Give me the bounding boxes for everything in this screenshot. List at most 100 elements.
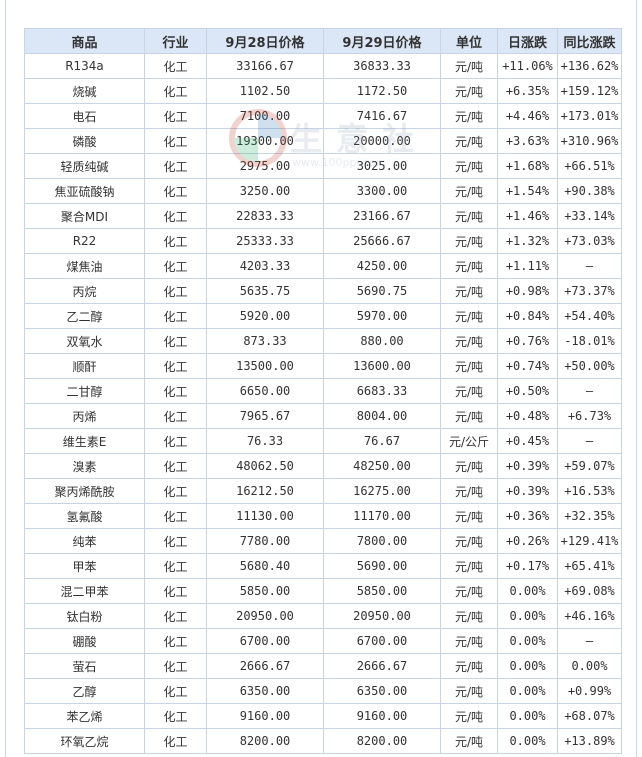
price-sep28-cell: 3250.00 xyxy=(206,178,324,204)
product-name-link[interactable]: R134a xyxy=(24,53,145,79)
price-sep29-cell: 7416.67 xyxy=(323,103,441,129)
product-name-link[interactable]: 甲苯 xyxy=(24,553,145,579)
header-unit: 单位 xyxy=(440,28,498,54)
yoy-change-cell: +65.41% xyxy=(557,553,622,579)
daily-change-cell: 0.00% xyxy=(497,578,558,604)
table-row: 轻质纯碱 化工 2975.00 3025.00 元/吨 +1.68% +66.51% xyxy=(24,153,622,179)
product-name-link[interactable]: 烧碱 xyxy=(24,78,145,104)
product-name-link[interactable]: 氢氟酸 xyxy=(24,503,145,529)
yoy-change-cell: +69.08% xyxy=(557,578,622,604)
yoy-change-cell: +90.38% xyxy=(557,178,622,204)
yoy-change-cell: +0.99% xyxy=(557,678,622,704)
table-row: R134a 化工 33166.67 36833.33 元/吨 +11.06% +136.62… xyxy=(24,53,622,79)
unit-cell: 元/吨 xyxy=(440,53,498,79)
price-sep28-cell: 20950.00 xyxy=(206,603,324,629)
table-row: 维生素E 化工 76.33 76.67 元/公斤 +0.45% — xyxy=(24,428,622,454)
price-sep29-cell: 20000.00 xyxy=(323,128,441,154)
product-name-link[interactable]: 苯乙烯 xyxy=(24,703,145,729)
product-name-link[interactable]: 维生素E xyxy=(24,428,145,454)
price-sep28-cell: 19300.00 xyxy=(206,128,324,154)
daily-change-cell: +1.54% xyxy=(497,178,558,204)
product-name-link[interactable]: 硼酸 xyxy=(24,628,145,654)
price-sep28-cell: 5920.00 xyxy=(206,303,324,329)
product-name-link[interactable]: 纯苯 xyxy=(24,528,145,554)
product-name-link[interactable]: 双氧水 xyxy=(24,328,145,354)
price-sep29-cell: 2666.67 xyxy=(323,653,441,679)
price-sep28-cell: 5850.00 xyxy=(206,578,324,604)
table-row: 聚丙烯酰胺 化工 16212.50 16275.00 元/吨 +0.39% +16.53% xyxy=(24,478,622,504)
unit-cell: 元/吨 xyxy=(440,353,498,379)
price-sep28-cell: 16212.50 xyxy=(206,478,324,504)
industry-cell: 化工 xyxy=(144,328,207,354)
industry-cell: 化工 xyxy=(144,653,207,679)
unit-cell: 元/吨 xyxy=(440,178,498,204)
industry-cell: 化工 xyxy=(144,453,207,479)
product-name-link[interactable]: 焦亚硫酸钠 xyxy=(24,178,145,204)
daily-change-cell: +1.11% xyxy=(497,253,558,279)
product-name-link[interactable]: 磷酸 xyxy=(24,128,145,154)
unit-cell: 元/吨 xyxy=(440,728,498,754)
product-name-link[interactable]: 二甘醇 xyxy=(24,378,145,404)
product-name-link[interactable]: 丙烷 xyxy=(24,278,145,304)
industry-cell: 化工 xyxy=(144,228,207,254)
industry-cell: 化工 xyxy=(144,528,207,554)
unit-cell: 元/吨 xyxy=(440,453,498,479)
table-row: 钛白粉 化工 20950.00 20950.00 元/吨 0.00% +46.16% xyxy=(24,603,622,629)
daily-change-cell: +3.63% xyxy=(497,128,558,154)
price-sep28-cell: 5635.75 xyxy=(206,278,324,304)
price-sep28-cell: 6350.00 xyxy=(206,678,324,704)
unit-cell: 元/吨 xyxy=(440,653,498,679)
price-sep28-cell: 7780.00 xyxy=(206,528,324,554)
industry-cell: 化工 xyxy=(144,503,207,529)
price-sep29-cell: 4250.00 xyxy=(323,253,441,279)
daily-change-cell: +0.39% xyxy=(497,478,558,504)
unit-cell: 元/吨 xyxy=(440,678,498,704)
product-name-link[interactable]: 顺酐 xyxy=(24,353,145,379)
price-sep28-cell: 13500.00 xyxy=(206,353,324,379)
product-name-link[interactable]: 混二甲苯 xyxy=(24,578,145,604)
table-row: R22 化工 25333.33 25666.67 元/吨 +1.32% +73.03% xyxy=(24,228,622,254)
industry-cell: 化工 xyxy=(144,378,207,404)
price-sep29-cell: 5970.00 xyxy=(323,303,441,329)
product-name-link[interactable]: 乙二醇 xyxy=(24,303,145,329)
table-row: 环氧乙烷 化工 8200.00 8200.00 元/吨 0.00% +13.89% xyxy=(24,728,622,754)
product-name-link[interactable]: 萤石 xyxy=(24,653,145,679)
yoy-change-cell: +16.53% xyxy=(557,478,622,504)
price-sep28-cell: 4203.33 xyxy=(206,253,324,279)
product-name-link[interactable]: 环氧乙烷 xyxy=(24,728,145,754)
price-sep28-cell: 11130.00 xyxy=(206,503,324,529)
daily-change-cell: +6.35% xyxy=(497,78,558,104)
product-name-link[interactable]: 聚合MDI xyxy=(24,203,145,229)
table-body: R134a 化工 33166.67 36833.33 元/吨 +11.06% +136.62… xyxy=(24,53,622,754)
unit-cell: 元/吨 xyxy=(440,78,498,104)
table-row: 丙烷 化工 5635.75 5690.75 元/吨 +0.98% +73.37% xyxy=(24,278,622,304)
unit-cell: 元/吨 xyxy=(440,603,498,629)
unit-cell: 元/吨 xyxy=(440,553,498,579)
product-name-link[interactable]: R22 xyxy=(24,228,145,254)
product-name-link[interactable]: 钛白粉 xyxy=(24,603,145,629)
industry-cell: 化工 xyxy=(144,103,207,129)
yoy-change-cell: +50.00% xyxy=(557,353,622,379)
product-name-link[interactable]: 丙烯 xyxy=(24,403,145,429)
unit-cell: 元/吨 xyxy=(440,628,498,654)
header-product: 商品 xyxy=(24,28,145,54)
unit-cell: 元/吨 xyxy=(440,378,498,404)
price-sep28-cell: 873.33 xyxy=(206,328,324,354)
yoy-change-cell: +310.96% xyxy=(557,128,622,154)
product-name-link[interactable]: 乙醇 xyxy=(24,678,145,704)
product-name-link[interactable]: 电石 xyxy=(24,103,145,129)
industry-cell: 化工 xyxy=(144,203,207,229)
yoy-change-cell: +136.62% xyxy=(557,53,622,79)
unit-cell: 元/吨 xyxy=(440,328,498,354)
industry-cell: 化工 xyxy=(144,478,207,504)
product-name-link[interactable]: 溴素 xyxy=(24,453,145,479)
daily-change-cell: 0.00% xyxy=(497,603,558,629)
product-name-link[interactable]: 煤焦油 xyxy=(24,253,145,279)
product-name-link[interactable]: 聚丙烯酰胺 xyxy=(24,478,145,504)
table-row: 煤焦油 化工 4203.33 4250.00 元/吨 +1.11% — xyxy=(24,253,622,279)
daily-change-cell: +4.46% xyxy=(497,103,558,129)
price-sep29-cell: 7800.00 xyxy=(323,528,441,554)
price-sep29-cell: 48250.00 xyxy=(323,453,441,479)
product-name-link[interactable]: 轻质纯碱 xyxy=(24,153,145,179)
table-header-row: 商品 行业 9月28日价格 9月29日价格 单位 日涨跌 同比涨跌 xyxy=(24,28,622,54)
